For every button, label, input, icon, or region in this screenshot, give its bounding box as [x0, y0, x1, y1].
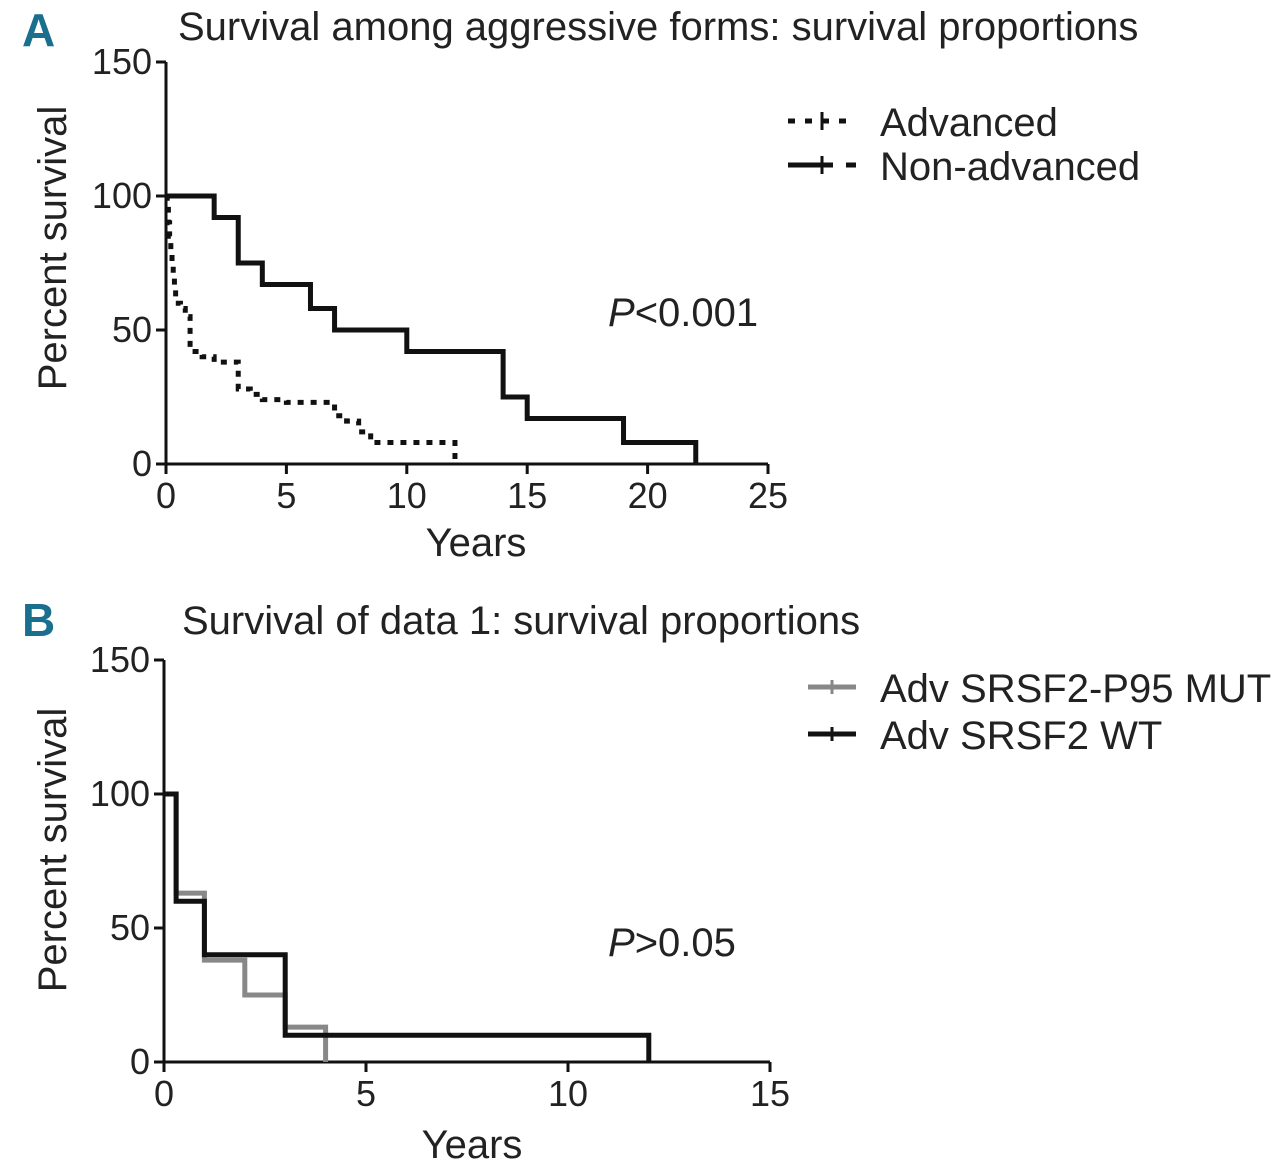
- legend-advanced-label: Advanced: [880, 101, 1058, 145]
- panel-b-series-adv-srsf2-p95-mut: [164, 791, 329, 1062]
- panel-b-ylabel: Percent survival: [31, 708, 75, 993]
- panel-a-pvalue-prefix: P: [608, 291, 635, 335]
- panel-a-ytick-label: 50: [112, 309, 152, 350]
- panel-b-series-adv-srsf2-wt: [164, 791, 652, 1062]
- panel-b-pvalue: P>0.05: [608, 921, 736, 965]
- panel-b-pvalue-text: >0.05: [635, 921, 736, 965]
- panel-b-xtick-label: 5: [356, 1073, 376, 1114]
- panel-b-title: Survival of data 1: survival proportions: [182, 599, 860, 643]
- panel-a-ticks: 0 5 10 15 20 25 0 50 100 150: [92, 41, 788, 516]
- panel-a-series-advanced: [164, 193, 458, 464]
- panel-a-xtick-label: 20: [628, 475, 668, 516]
- panel-a-ytick-label: 100: [92, 175, 152, 216]
- panel-b-ytick-label: 50: [110, 907, 150, 948]
- panel-a-letter: A: [22, 4, 55, 56]
- legend-wt-label: Adv SRSF2 WT: [880, 714, 1162, 758]
- panel-a-xtick-label: 10: [387, 475, 427, 516]
- panel-a-legend: Advanced Non-advanced: [788, 101, 1140, 189]
- panel-a-pvalue: P<0.001: [608, 291, 758, 335]
- panel-a-ylabel: Percent survival: [31, 106, 75, 391]
- panel-a-xtick-label: 5: [276, 475, 296, 516]
- legend-mut-label: Adv SRSF2-P95 MUT: [880, 667, 1271, 711]
- panel-a-xlabel: Years: [426, 521, 527, 565]
- panel-b-xlabel: Years: [422, 1123, 523, 1167]
- panel-b-ytick-label: 150: [90, 639, 150, 680]
- panel-a-series: [164, 193, 699, 464]
- panel-b-axes: [162, 660, 770, 1064]
- panel-b-letter: B: [22, 594, 55, 646]
- panel-b-xtick-label: 10: [548, 1073, 588, 1114]
- panel-b-xtick-label: 0: [154, 1073, 174, 1114]
- legend-non-advanced-label: Non-advanced: [880, 145, 1140, 189]
- panel-a-xtick-label: 0: [156, 475, 176, 516]
- panel-b-ytick-label: 100: [90, 773, 150, 814]
- panel-b-pvalue-prefix: P: [608, 921, 635, 965]
- panel-b-xtick-label: 15: [750, 1073, 790, 1114]
- panel-a-title: Survival among aggressive forms: surviva…: [178, 5, 1138, 49]
- panel-a-ytick-label: 0: [132, 443, 152, 484]
- panel-b-series: [164, 791, 652, 1062]
- panel-a-ytick-label: 150: [92, 41, 152, 82]
- panel-a: A Survival among aggressive forms: survi…: [22, 4, 1140, 565]
- panel-a-series-non-advanced: [166, 193, 699, 464]
- panel-b-ytick-label: 0: [130, 1041, 150, 1082]
- panel-a-pvalue-text: <0.001: [635, 291, 758, 335]
- panel-a-xtick-label: 25: [748, 475, 788, 516]
- panel-b-legend: Adv SRSF2-P95 MUT Adv SRSF2 WT: [808, 667, 1271, 758]
- panel-b: B Survival of data 1: survival proportio…: [22, 594, 1271, 1167]
- panel-a-xtick-label: 15: [507, 475, 547, 516]
